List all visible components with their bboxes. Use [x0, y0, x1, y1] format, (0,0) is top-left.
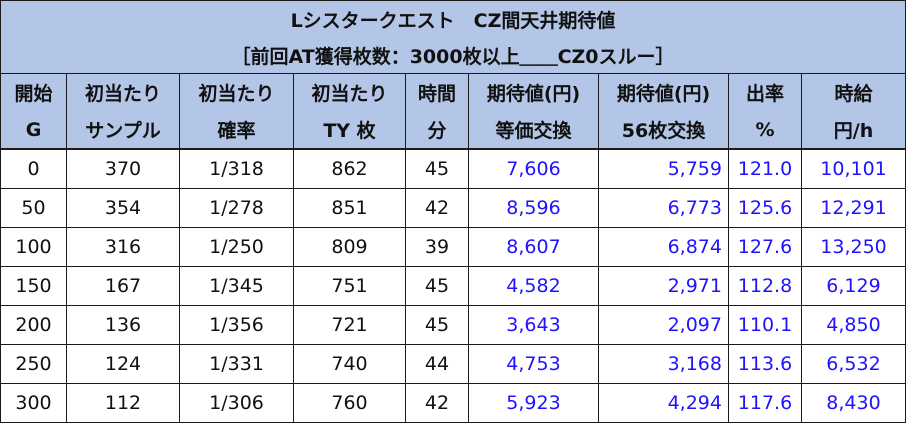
header-time-sub: 分 [405, 111, 469, 150]
header-row-2: G サンプル 確率 TY 枚 分 等価交換 56枚交換 % 円/h [0, 111, 906, 150]
table-row: 150 167 1/345 751 45 4,582 2,971 112.8 6… [0, 266, 906, 306]
cell-start: 200 [0, 305, 67, 345]
table-subtitle: ［前回AT獲得枚数：3000枚以上＿＿CZ0スルー］ [0, 37, 906, 74]
cell-time: 44 [405, 344, 469, 384]
cell-prob: 1/345 [179, 266, 294, 306]
cell-prob: 1/318 [179, 148, 294, 189]
cell-ev-56: 6,874 [598, 227, 729, 267]
cell-sample: 354 [66, 188, 180, 228]
header-ev-equal-sub: 等価交換 [468, 111, 599, 150]
cell-ev-equal: 4,582 [468, 266, 599, 306]
cell-ev-56: 6,773 [598, 188, 729, 228]
cell-prob: 1/306 [179, 383, 294, 423]
header-start-sub: G [0, 111, 67, 150]
cell-ty: 809 [293, 227, 406, 267]
cell-start: 250 [0, 344, 67, 384]
header-ev-56: 期待値(円) [598, 73, 729, 111]
cell-time: 45 [405, 266, 469, 306]
cell-ty: 862 [293, 148, 406, 189]
header-sample-sub: サンプル [66, 111, 180, 150]
cell-ty: 721 [293, 305, 406, 345]
header-prob: 初当たり [179, 73, 294, 111]
cell-ev-equal: 7,606 [468, 148, 599, 189]
cell-prob: 1/356 [179, 305, 294, 345]
cell-time: 45 [405, 305, 469, 345]
header-rate: 出率 [728, 73, 802, 111]
cell-prob: 1/250 [179, 227, 294, 267]
header-prob-sub: 確率 [179, 111, 294, 150]
cell-prob: 1/331 [179, 344, 294, 384]
cell-ev-equal: 3,643 [468, 305, 599, 345]
cell-ev-equal: 8,607 [468, 227, 599, 267]
header-ty: 初当たり [293, 73, 406, 111]
cell-time: 39 [405, 227, 469, 267]
header-hourly: 時給 [800, 73, 906, 111]
header-hourly-sub: 円/h [800, 111, 906, 150]
cell-ev-equal: 8,596 [468, 188, 599, 228]
cell-ev-56: 3,168 [598, 344, 729, 384]
table-row: 0 370 1/318 862 45 7,606 5,759 121.0 10,… [0, 148, 906, 189]
cell-sample: 136 [66, 305, 180, 345]
cell-sample: 124 [66, 344, 180, 384]
cell-ty: 760 [293, 383, 406, 423]
cell-ev-equal: 4,753 [468, 344, 599, 384]
cell-time: 42 [405, 188, 469, 228]
cell-hourly: 6,532 [800, 344, 906, 384]
header-ty-sub: TY 枚 [293, 111, 406, 150]
header-ev-equal: 期待値(円) [468, 73, 599, 111]
cell-ev-56: 5,759 [598, 148, 729, 189]
cell-rate: 117.6 [728, 383, 802, 423]
cell-rate: 112.8 [728, 266, 802, 306]
cell-rate: 125.6 [728, 188, 802, 228]
cell-start: 300 [0, 383, 67, 423]
cell-hourly: 4,850 [800, 305, 906, 345]
cell-ty: 740 [293, 344, 406, 384]
cell-sample: 112 [66, 383, 180, 423]
table-title: Lシスタークエスト CZ間天井期待値 [0, 0, 906, 37]
cell-rate: 127.6 [728, 227, 802, 267]
header-sample: 初当たり [66, 73, 180, 111]
cell-ev-56: 2,097 [598, 305, 729, 345]
cell-time: 42 [405, 383, 469, 423]
table-row: 200 136 1/356 721 45 3,643 2,097 110.1 4… [0, 305, 906, 345]
cell-ev-56: 4,294 [598, 383, 729, 423]
table-row: 300 112 1/306 760 42 5,923 4,294 117.6 8… [0, 383, 906, 423]
header-rate-sub: % [728, 111, 802, 150]
cell-hourly: 6,129 [800, 266, 906, 306]
cell-ev-56: 2,971 [598, 266, 729, 306]
cell-hourly: 13,250 [800, 227, 906, 267]
cell-sample: 316 [66, 227, 180, 267]
cell-start: 150 [0, 266, 67, 306]
cell-start: 100 [0, 227, 67, 267]
cell-sample: 167 [66, 266, 180, 306]
cell-ev-equal: 5,923 [468, 383, 599, 423]
cell-rate: 113.6 [728, 344, 802, 384]
header-ev-56-sub: 56枚交換 [598, 111, 729, 150]
cell-start: 0 [0, 148, 67, 189]
cell-ty: 851 [293, 188, 406, 228]
header-row-1: 開始 初当たり 初当たり 初当たり 時間 期待値(円) 期待値(円) 出率 時給 [0, 73, 906, 111]
cell-hourly: 8,430 [800, 383, 906, 423]
cell-ty: 751 [293, 266, 406, 306]
table-row: 100 316 1/250 809 39 8,607 6,874 127.6 1… [0, 227, 906, 267]
table-row: 250 124 1/331 740 44 4,753 3,168 113.6 6… [0, 344, 906, 384]
cell-hourly: 12,291 [800, 188, 906, 228]
cell-time: 45 [405, 148, 469, 189]
cell-sample: 370 [66, 148, 180, 189]
cell-prob: 1/278 [179, 188, 294, 228]
cell-hourly: 10,101 [800, 148, 906, 189]
table-row: 50 354 1/278 851 42 8,596 6,773 125.6 12… [0, 188, 906, 228]
header-time: 時間 [405, 73, 469, 111]
cell-start: 50 [0, 188, 67, 228]
header-start: 開始 [0, 73, 67, 111]
cell-rate: 110.1 [728, 305, 802, 345]
cell-rate: 121.0 [728, 148, 802, 189]
